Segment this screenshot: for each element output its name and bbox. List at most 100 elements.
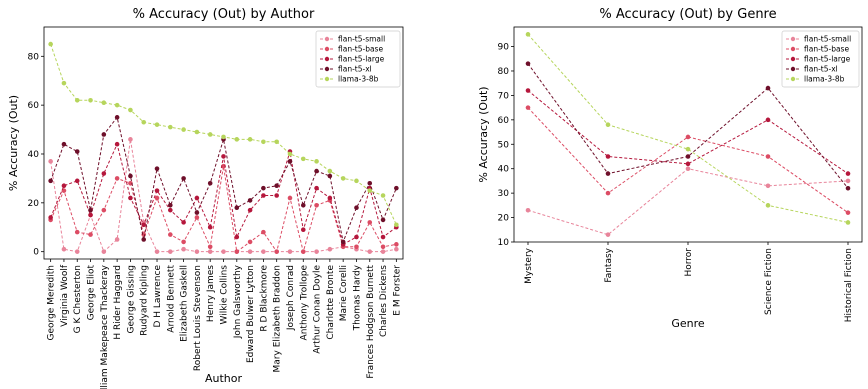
data-point-flan-t5-small xyxy=(74,249,80,254)
x-tick-label: George Meredith xyxy=(47,265,57,340)
legend-label: flan-t5-large xyxy=(338,55,385,64)
y-tick-label: 90 xyxy=(498,43,510,53)
data-point-flan-t5-base xyxy=(88,232,93,237)
data-point-flan-t5-small xyxy=(128,137,133,142)
y-tick-label: 50 xyxy=(498,140,510,150)
y-tick-label: 60 xyxy=(498,116,510,126)
author-chart: % Accuracy (Out) by Author 0 20 40 60 80 Georg… xyxy=(7,7,404,389)
data-point-flan-t5-xl xyxy=(340,239,346,245)
data-point-flan-t5-base xyxy=(114,176,120,181)
x-tick-label: Joseph Conrad xyxy=(286,265,296,331)
x-tick-label: Arnold Bennett xyxy=(166,265,176,333)
x-tick-label: Mary Elizabeth Braddon xyxy=(273,265,283,372)
data-point-flan-t5-small xyxy=(314,249,319,254)
data-point-flan-t5-small xyxy=(154,249,160,254)
data-point-flan-t5-base xyxy=(274,249,279,254)
legend-label: flan-t5-small xyxy=(804,35,851,44)
x-tick-label: Charles Dickens xyxy=(379,265,389,337)
data-point-flan-t5-xl xyxy=(141,237,147,242)
data-point-flan-t5-xl xyxy=(114,115,120,120)
x-tick-label: Anthony Trollope xyxy=(299,265,309,341)
legend-marker xyxy=(324,56,330,62)
data-point-llama-3-8b xyxy=(287,151,293,157)
data-point-flan-t5-large xyxy=(114,141,120,147)
data-point-flan-t5-base xyxy=(765,154,771,159)
data-point-flan-t5-xl xyxy=(234,205,240,211)
data-point-flan-t5-small xyxy=(261,249,266,254)
data-point-flan-t5-large xyxy=(181,220,186,225)
data-point-llama-3-8b xyxy=(234,137,240,142)
data-point-llama-3-8b xyxy=(354,178,359,184)
data-point-flan-t5-large xyxy=(605,154,611,159)
data-point-flan-t5-xl xyxy=(287,159,293,164)
data-point-flan-t5-large xyxy=(168,207,173,213)
data-point-flan-t5-large xyxy=(380,234,386,240)
data-point-llama-3-8b xyxy=(168,124,173,130)
data-point-flan-t5-small xyxy=(168,249,173,254)
data-point-flan-t5-large xyxy=(685,161,691,167)
data-point-flan-t5-small xyxy=(845,178,851,184)
y-tick-label: 30 xyxy=(498,189,510,199)
data-point-llama-3-8b xyxy=(845,220,851,225)
data-point-flan-t5-large xyxy=(141,222,147,228)
data-point-flan-t5-large xyxy=(327,195,333,201)
y-axis-label: % Accuracy (Out) xyxy=(477,86,490,182)
x-tick-label: Historical Fiction xyxy=(844,248,854,322)
data-point-flan-t5-base xyxy=(354,244,359,250)
data-point-flan-t5-large xyxy=(354,234,359,240)
legend-label: flan-t5-small xyxy=(338,35,385,44)
legend-box xyxy=(315,30,401,88)
data-point-flan-t5-xl xyxy=(128,173,133,179)
legend-marker xyxy=(324,46,330,52)
data-point-flan-t5-base xyxy=(247,239,253,245)
data-point-flan-t5-small xyxy=(685,166,691,172)
y-tick-label: 20 xyxy=(498,214,510,224)
x-tick-label: Elizabeth Gaskell xyxy=(180,265,190,342)
legend-marker xyxy=(790,46,796,52)
x-tick-label: Mystery xyxy=(524,247,534,284)
data-point-flan-t5-base xyxy=(261,229,266,235)
data-point-flan-t5-base xyxy=(128,180,133,186)
data-point-llama-3-8b xyxy=(394,222,399,228)
legend: flan-t5-smallflan-t5-baseflan-t5-largefl… xyxy=(315,30,401,88)
x-tick-label: Fantasy xyxy=(604,247,614,282)
x-tick-label: George Gissing xyxy=(126,265,136,333)
x-tick-label: Frances Hodgson Burnett xyxy=(366,265,376,379)
data-point-flan-t5-small xyxy=(327,246,333,252)
data-point-llama-3-8b xyxy=(314,159,319,164)
legend-marker xyxy=(324,66,330,72)
data-point-flan-t5-small xyxy=(367,249,373,254)
data-point-flan-t5-large xyxy=(194,195,200,201)
data-point-flan-t5-small xyxy=(114,237,120,242)
data-point-flan-t5-base xyxy=(194,215,200,220)
data-point-flan-t5-base xyxy=(314,202,319,208)
data-point-flan-t5-base xyxy=(367,220,373,225)
data-point-flan-t5-xl xyxy=(845,185,851,191)
legend-box xyxy=(781,30,860,88)
legend-label: flan-t5-xl xyxy=(338,65,372,74)
data-point-flan-t5-xl xyxy=(394,185,399,191)
x-tick-label: Robert Louis Stevenson xyxy=(193,265,203,371)
data-point-llama-3-8b xyxy=(207,132,213,137)
data-point-flan-t5-large xyxy=(48,215,53,220)
data-point-flan-t5-large xyxy=(101,171,107,176)
data-point-flan-t5-large xyxy=(154,188,160,193)
data-point-llama-3-8b xyxy=(327,168,333,174)
data-point-flan-t5-small xyxy=(221,249,226,254)
x-tick-label: D H Lawrence xyxy=(153,265,163,328)
data-point-llama-3-8b xyxy=(194,129,200,135)
data-point-llama-3-8b xyxy=(274,139,279,145)
genre-chart: % Accuracy (Out) by Genre 10 20 30 40 50 60 70 8… xyxy=(477,7,863,330)
data-point-llama-3-8b xyxy=(261,139,266,145)
data-point-llama-3-8b xyxy=(181,127,186,132)
legend-label: flan-t5-base xyxy=(804,45,849,54)
data-point-llama-3-8b xyxy=(61,80,67,86)
data-point-flan-t5-large xyxy=(261,193,266,198)
data-point-flan-t5-xl xyxy=(327,173,333,179)
series-line-llama-3-8b xyxy=(527,33,849,223)
data-point-llama-3-8b xyxy=(114,102,120,108)
x-tick-label: Science Fiction xyxy=(764,248,774,315)
x-tick-label: Charlotte Bronte xyxy=(326,265,336,340)
x-tick-label: Thomas Hardy xyxy=(352,264,362,331)
data-point-flan-t5-xl xyxy=(367,180,373,186)
